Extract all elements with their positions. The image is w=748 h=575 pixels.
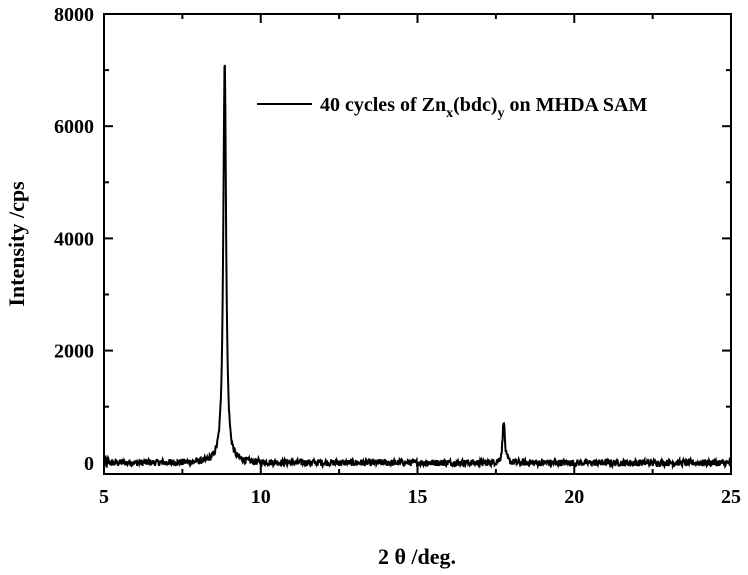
- ticks: [103, 13, 732, 474]
- x-axis-title: 2 θ /deg.: [378, 544, 456, 569]
- x-tick-label: 15: [408, 486, 428, 508]
- y-axis-title: Intensity /cps: [4, 181, 29, 307]
- y-tick-label: 8000: [54, 4, 94, 26]
- legend-main: 40 cycles of Zn: [320, 94, 446, 116]
- legend-mid: (bdc): [453, 94, 497, 116]
- legend-tail: on MHDA SAM: [505, 94, 648, 116]
- tick-labels: 5 10 15 20 25 0 2000 4000 6000 8000: [54, 4, 741, 508]
- x-tick-label: 20: [564, 486, 584, 508]
- y-tick-label: 0: [84, 453, 94, 475]
- y-tick-label: 4000: [54, 228, 94, 250]
- legend-sub-x: x: [446, 106, 453, 121]
- legend-sub-y: y: [498, 106, 505, 121]
- x-tick-label: 5: [99, 486, 109, 508]
- y-tick-label: 2000: [54, 341, 94, 363]
- legend: 40 cycles of Znx(bdc)y on MHDA SAM: [257, 94, 647, 121]
- series-line: [103, 64, 732, 470]
- x-tick-label: 25: [721, 486, 741, 508]
- legend-label: 40 cycles of Znx(bdc)y on MHDA SAM: [320, 94, 647, 121]
- x-tick-label: 10: [251, 486, 271, 508]
- plot-frame: [103, 13, 732, 475]
- y-tick-label: 6000: [54, 116, 94, 138]
